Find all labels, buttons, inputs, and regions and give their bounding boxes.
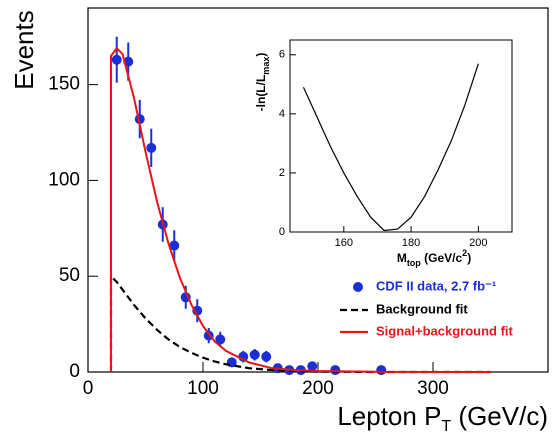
x-tick-label: 180 [402,237,420,249]
legend-label: Background fit [376,301,468,316]
x-tick-label: 0 [83,378,94,399]
likelihood-curve [302,63,479,232]
x-tick-label: 300 [417,378,449,399]
label-part: ) [254,53,268,57]
fit-line [110,46,491,373]
x-tick-label: 160 [335,237,353,249]
label-part: -ln(L/L [254,75,268,112]
label-part: (GeV/c [421,251,463,265]
y-tick-label: 100 [48,169,80,190]
x-tick-label: 100 [187,378,219,399]
label-part: M [397,251,407,265]
y-tick-label: 50 [59,265,80,286]
inset-x-label: Mtop (GeV/c2) [397,248,471,268]
data-point [307,361,318,372]
inset-frame [289,39,513,233]
legend-label: Signal+background fit [376,323,514,338]
y-tick-label: 0 [279,226,285,238]
y-axis-label: Events [9,10,39,90]
data-point [215,334,226,345]
data-point [330,365,341,376]
label-part: 2 [462,248,467,258]
label-part: top [407,258,421,268]
y-tick-label: 2 [279,167,285,179]
legend-marker [353,282,363,292]
data-point [376,365,387,376]
data-point [261,351,272,362]
data-point [192,305,203,316]
y-tick-label: 150 [48,74,80,95]
label-part: T [441,418,451,435]
inset-y-label: -ln(L/Lmax) [254,53,271,112]
y-tick-label: 4 [279,108,285,120]
y-tick-label: 0 [69,361,80,382]
data-point [111,54,122,65]
label-part: Lepton P [337,401,441,431]
x-axis-label: Lepton PT (GeV/c) [337,401,548,435]
x-tick-label: 200 [302,378,334,399]
data-point [249,349,260,360]
y-tick-label: 6 [279,49,285,61]
label-part: (GeV/c) [451,401,548,431]
data-point [169,240,180,251]
data-point [146,142,157,153]
label-part: ) [467,251,471,265]
label-part: max [261,57,271,75]
x-tick-label: 200 [469,237,487,249]
legend-label: CDF II data, 2.7 fb⁻¹ [376,278,496,293]
